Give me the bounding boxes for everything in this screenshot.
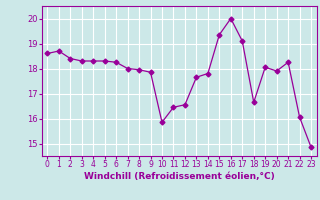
X-axis label: Windchill (Refroidissement éolien,°C): Windchill (Refroidissement éolien,°C) [84,172,275,181]
